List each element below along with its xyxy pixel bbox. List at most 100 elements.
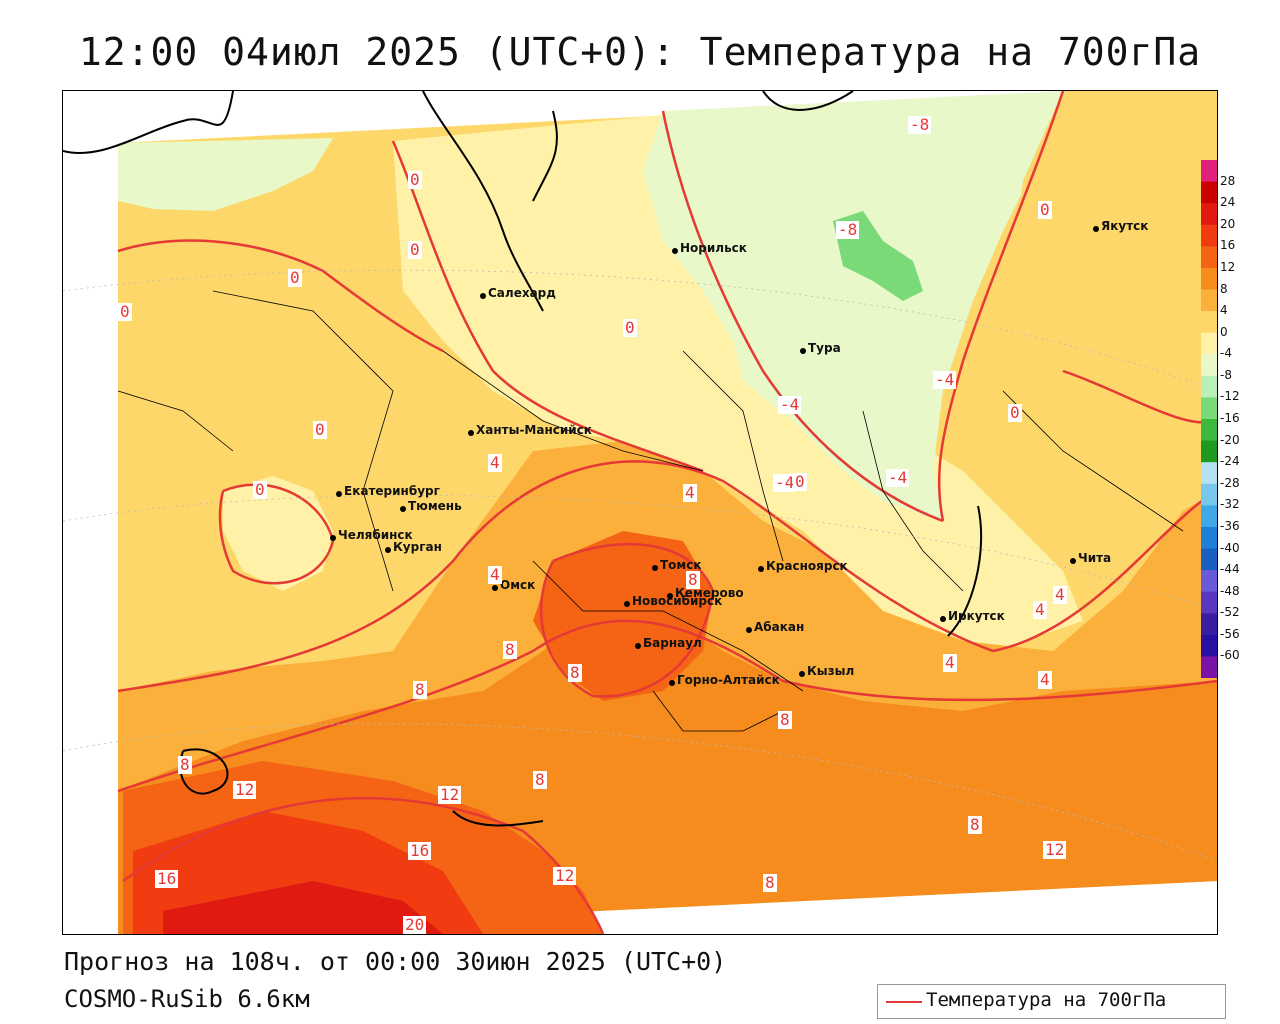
colorbar-tick-label: 8: [1220, 281, 1228, 296]
city-marker: [400, 506, 406, 512]
contour-value-label: 4: [488, 453, 502, 472]
city-marker: [1070, 558, 1076, 564]
colorbar-segment: [1201, 203, 1217, 226]
contour-value-label: 12: [233, 780, 257, 799]
contour-value-label: 8: [533, 770, 547, 789]
city-label: Якутск: [1101, 219, 1149, 233]
colorbar-segment: [1201, 505, 1217, 528]
contour-value-label: 4: [1038, 670, 1052, 689]
temperature-fill-layer: [118, 91, 1217, 934]
city-marker: [468, 430, 474, 436]
colorbar-segment: [1201, 634, 1217, 657]
contour-value-label: -8: [836, 220, 860, 239]
contour-value-label: 0: [623, 318, 637, 337]
colorbar-segment: [1201, 246, 1217, 269]
contour-value-label: 8: [568, 663, 582, 682]
colorbar-tick-label: -60: [1220, 648, 1240, 663]
contour-value-label: 4: [488, 565, 502, 584]
city-marker: [336, 491, 342, 497]
coastlines: [63, 91, 983, 827]
city-label: Новосибирск: [632, 594, 723, 608]
contour-value-label: -4: [886, 468, 910, 487]
colorbar-tick-label: -32: [1220, 497, 1240, 512]
contour-value-label: 0: [1008, 403, 1022, 422]
contour-value-label: 0: [253, 480, 267, 499]
colorbar-tick-label: -52: [1220, 605, 1240, 620]
colorbar-segment: [1201, 267, 1217, 290]
legend: Температура на 700гПа: [877, 984, 1226, 1019]
colorbar-tick-label: 16: [1220, 238, 1236, 253]
city-label: Салехард: [488, 286, 556, 300]
contour-value-label: 8: [503, 640, 517, 659]
contour-value-label: 4: [683, 483, 697, 502]
colorbar-segment: [1201, 656, 1217, 678]
contour-value-label: 8: [778, 710, 792, 729]
city-label: Кемерово: [675, 586, 744, 600]
colorbar-tick-label: -16: [1220, 411, 1240, 425]
contour-value-label: -4: [778, 395, 802, 414]
city-marker: [635, 643, 641, 649]
contour-value-label: 12: [1043, 840, 1067, 859]
colorbar-segment: [1201, 462, 1217, 485]
admin-boundaries: [117, 290, 1184, 732]
colorbar-segment: [1201, 526, 1217, 549]
colorbar-segment: [1201, 224, 1217, 247]
contour-value-label: 8: [763, 873, 777, 892]
city-marker: [624, 601, 630, 607]
city-marker: [800, 348, 806, 354]
map-title: 12:00 04июл 2025 (UTC+0): Температура на…: [78, 30, 1202, 74]
colorbar-segment: [1201, 419, 1217, 442]
contour-value-label: 8: [968, 815, 982, 834]
contour-value-label: 4: [1053, 585, 1067, 604]
contour-value-label: 12: [553, 866, 577, 885]
contour-value-label: 0: [288, 268, 302, 287]
city-label: Норильск: [680, 241, 747, 255]
city-label: Тюмень: [408, 499, 462, 513]
graticule: [63, 269, 1217, 862]
city-marker: [758, 566, 764, 572]
city-label: Курган: [393, 540, 442, 554]
colorbar-segment: [1201, 311, 1217, 334]
city-marker: [940, 616, 946, 622]
temperature-map[interactable]: Якутск Норильск Салехард Тура Ханты-Мансийск…: [62, 90, 1218, 935]
contour-value-label: 0: [408, 240, 422, 259]
colorbar-segment: [1201, 181, 1217, 204]
city-label: Абакан: [754, 620, 805, 634]
city-marker: [799, 671, 805, 677]
colorbar-tick-label: -4: [1220, 346, 1232, 361]
city-label: Екатеринбург: [344, 484, 440, 498]
city-marker: [669, 680, 675, 686]
contour-value-label: 0: [1038, 200, 1052, 219]
colorbar-segment: [1201, 440, 1217, 463]
colorbar-tick-label: -44: [1220, 562, 1240, 577]
city-label: Горно-Алтайск: [677, 673, 780, 687]
contour-value-label: 0: [313, 420, 327, 439]
city-marker: [667, 593, 673, 599]
contour-value-label: 4: [943, 653, 957, 672]
forecast-info: Прогноз на 108ч. от 00:00 30июн 2025 (UT…: [64, 947, 727, 976]
colorbar-tick-label: -28: [1220, 475, 1240, 490]
colorbar-tick-label: 0: [1220, 324, 1228, 339]
contour-value-label: 20: [403, 915, 427, 934]
contour-value-label: 16: [408, 841, 432, 860]
city-label: Челябинск: [338, 528, 413, 542]
city-marker: [330, 535, 336, 541]
model-name: COSMO-RuSib 6.6км: [64, 985, 310, 1013]
contour-value-label: 8: [413, 680, 427, 699]
colorbar-segment: [1201, 332, 1217, 355]
isotherm-contours: [117, 91, 1217, 934]
city-marker: [385, 547, 391, 553]
colorbar-tick-label: 20: [1220, 216, 1236, 231]
city-marker: [492, 585, 498, 591]
contour-value-label: -4: [933, 370, 957, 389]
contour-value-label: -8: [908, 115, 932, 134]
colorbar-tick-label: 4: [1220, 303, 1228, 318]
colorbar-tick-label: -48: [1220, 583, 1240, 598]
city-label: Барнаул: [643, 636, 702, 650]
colorbar-tick-label: -56: [1220, 626, 1240, 641]
city-label: Чита: [1078, 551, 1112, 565]
colorbar-tick-label: 24: [1220, 195, 1236, 210]
contour-value-label: 8: [178, 755, 192, 774]
contour-value-label: 0: [793, 472, 807, 491]
contour-value-label: 12: [438, 785, 462, 804]
